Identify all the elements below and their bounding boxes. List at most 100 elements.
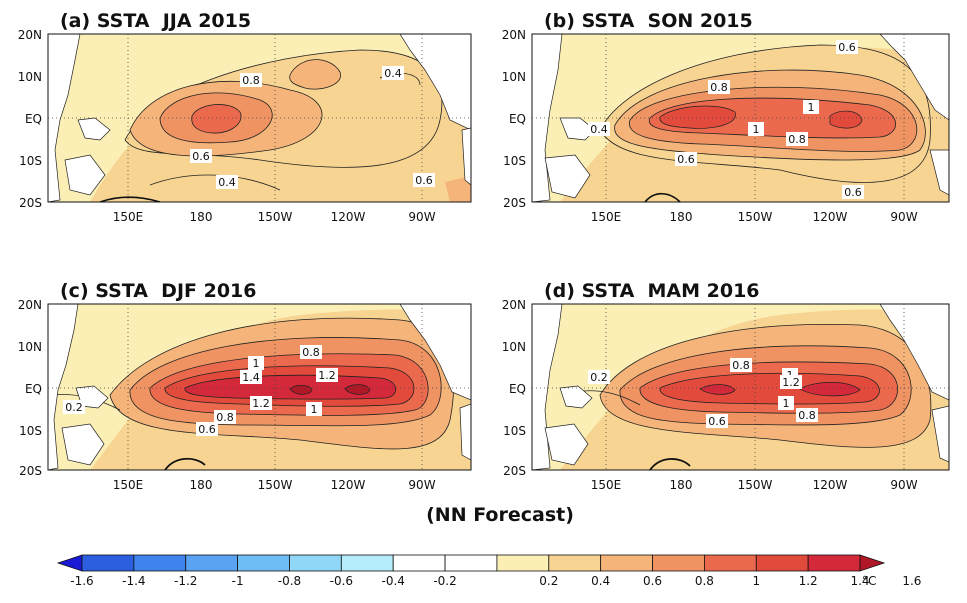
contour-label: 0.4 bbox=[382, 66, 404, 80]
lat-label: EQ bbox=[25, 382, 42, 396]
colorbar-segment bbox=[340, 554, 394, 572]
contour-label: 0.8 bbox=[214, 410, 236, 424]
colorbar-tick-label: 0.6 bbox=[643, 574, 662, 588]
panel-c-frame bbox=[47, 303, 472, 471]
svg-text:1: 1 bbox=[808, 101, 815, 114]
contour-label: 0.8 bbox=[300, 345, 322, 359]
svg-text:0.4: 0.4 bbox=[384, 67, 402, 80]
lat-label: 10N bbox=[502, 70, 526, 84]
lon-label: 150E bbox=[113, 478, 144, 492]
lon-label: 90W bbox=[408, 478, 435, 492]
colorbar-tick-label: -0.4 bbox=[381, 574, 404, 588]
panel-title: (a) SSTA JJA 2015 bbox=[60, 10, 251, 32]
colorbar-segment bbox=[185, 554, 239, 572]
colorbar-tick-label: -1 bbox=[232, 574, 244, 588]
lon-label: 150W bbox=[258, 478, 293, 492]
lat-label: EQ bbox=[509, 382, 526, 396]
svg-text:0.6: 0.6 bbox=[844, 186, 862, 199]
colorbar-segment bbox=[133, 554, 187, 572]
lat-label: 20N bbox=[18, 298, 42, 312]
panel-d-frame bbox=[531, 303, 950, 471]
contour-label: 0.6 bbox=[190, 149, 212, 163]
svg-text:0.2: 0.2 bbox=[65, 401, 83, 414]
colorbar-segment bbox=[289, 554, 342, 572]
panel-a-map bbox=[48, 34, 471, 202]
colorbar-tick-label: -1.6 bbox=[70, 574, 93, 588]
svg-text:0.8: 0.8 bbox=[788, 133, 806, 146]
contour-label: 0.8 bbox=[708, 80, 730, 94]
lon-label: 150E bbox=[591, 478, 622, 492]
svg-text:0.2: 0.2 bbox=[590, 371, 608, 384]
colorbar-tick-label: 1.2 bbox=[799, 574, 818, 588]
lat-label: 10S bbox=[503, 154, 526, 168]
contour-label: 0.2 bbox=[63, 400, 85, 414]
contour-label: 1 bbox=[306, 402, 322, 416]
contour-label: 0.8 bbox=[786, 132, 808, 146]
svg-text:0.6: 0.6 bbox=[192, 150, 210, 163]
lon-label: 120W bbox=[331, 210, 366, 224]
lat-label: 10S bbox=[19, 424, 42, 438]
lon-label: 150W bbox=[738, 478, 773, 492]
colorbar-tick-label: -1.2 bbox=[174, 574, 197, 588]
svg-text:0.6: 0.6 bbox=[677, 153, 695, 166]
lat-label: 10S bbox=[503, 424, 526, 438]
colorbar-tick-label: 0.2 bbox=[539, 574, 558, 588]
contour-label: 0.8 bbox=[240, 73, 262, 87]
lat-label: 10N bbox=[18, 340, 42, 354]
panel-c-map bbox=[48, 304, 471, 470]
lat-label: 20S bbox=[503, 196, 526, 210]
svg-text:1: 1 bbox=[783, 397, 790, 410]
svg-text:0.6: 0.6 bbox=[838, 41, 856, 54]
colorbar-tick-label: 1.4 bbox=[850, 574, 869, 588]
colorbar-segment bbox=[237, 554, 290, 572]
panel-title: (b) SSTA SON 2015 bbox=[544, 10, 753, 32]
lat-label: 20S bbox=[503, 464, 526, 478]
contour-label: 1 bbox=[778, 396, 794, 410]
colorbar-segment bbox=[548, 554, 602, 572]
contour-label: 0.6 bbox=[706, 414, 728, 428]
lon-label: 90W bbox=[890, 210, 917, 224]
lon-label: 150W bbox=[258, 210, 293, 224]
contour-label: 1.2 bbox=[250, 396, 272, 410]
axis-labels: 20N 10N EQ 10S 20S 20N 10N EQ 10S 20S 20… bbox=[18, 28, 918, 492]
colorbar-tick-label: -0.6 bbox=[330, 574, 353, 588]
svg-text:1: 1 bbox=[311, 403, 318, 416]
lon-label: 150W bbox=[738, 210, 773, 224]
colorbar-segment bbox=[444, 554, 498, 572]
colorbar-tick-label: 0.4 bbox=[591, 574, 610, 588]
colorbar-segment bbox=[81, 554, 135, 572]
lat-label: 20N bbox=[18, 28, 42, 42]
svg-text:1.2: 1.2 bbox=[782, 376, 800, 389]
svg-text:1.2: 1.2 bbox=[318, 369, 336, 382]
lat-label: EQ bbox=[25, 112, 42, 126]
lat-label: 20S bbox=[19, 196, 42, 210]
colorbar-segment bbox=[496, 554, 550, 572]
svg-text:0.4: 0.4 bbox=[218, 176, 236, 189]
colorbar-segment bbox=[704, 554, 757, 572]
lon-label: 120W bbox=[813, 478, 848, 492]
panel-d-map bbox=[532, 304, 949, 470]
contour-label: 0.6 bbox=[675, 152, 697, 166]
colorbar-segment bbox=[755, 554, 809, 572]
lat-label: 10N bbox=[502, 340, 526, 354]
colorbar-segment bbox=[600, 554, 653, 572]
lat-label: 10S bbox=[19, 154, 42, 168]
svg-text:1.4: 1.4 bbox=[242, 371, 260, 384]
svg-text:1.2: 1.2 bbox=[252, 397, 270, 410]
colorbar-tick-label: 1.6 bbox=[902, 574, 921, 588]
lat-label: 20N bbox=[502, 28, 526, 42]
lon-label: 90W bbox=[890, 478, 917, 492]
contour-label: 1.2 bbox=[316, 368, 338, 382]
contour-label: 1 bbox=[248, 356, 264, 370]
forecast-caption: (NN Forecast) bbox=[426, 504, 574, 526]
lat-label: 10N bbox=[18, 70, 42, 84]
svg-text:0.8: 0.8 bbox=[710, 81, 728, 94]
lon-label: 120W bbox=[813, 210, 848, 224]
colorbar-tick-label: -0.8 bbox=[278, 574, 301, 588]
lon-label: 180 bbox=[190, 210, 213, 224]
lon-label: 150E bbox=[113, 210, 144, 224]
svg-text:0.6: 0.6 bbox=[198, 423, 216, 436]
colorbar-tick-label: -0.2 bbox=[433, 574, 456, 588]
lon-label: 120W bbox=[331, 478, 366, 492]
lat-label: 20N bbox=[502, 298, 526, 312]
